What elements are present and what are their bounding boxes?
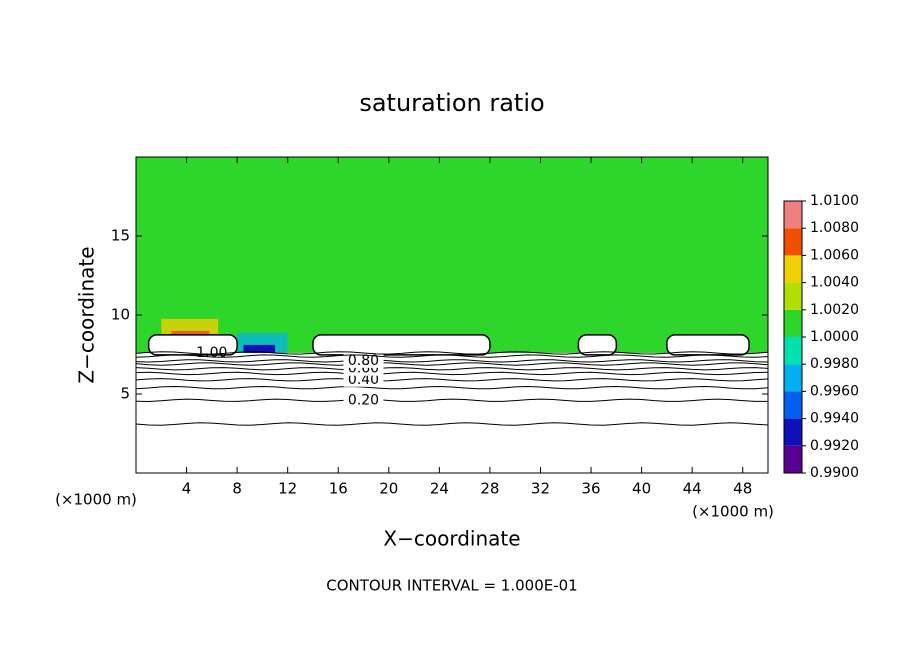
x-tick-label: 36 — [581, 480, 600, 498]
x-unit-label: (×1000 m) — [55, 491, 137, 509]
contour-label: 1.00 — [196, 345, 227, 361]
colorbar-tick-label: 0.9920 — [810, 438, 859, 454]
y-axis-label: Z−coordinate — [75, 246, 99, 383]
colorbar-tick-label: 0.9900 — [810, 465, 859, 481]
contour-label: 0.20 — [348, 392, 379, 408]
contour-line — [135, 359, 769, 363]
contour-line — [135, 362, 769, 366]
colorbar-tick-label: 1.0000 — [810, 329, 859, 345]
colorbar-tick-label: 1.0040 — [810, 275, 859, 291]
contour-label-bg — [343, 372, 384, 387]
contour-label: 0.40 — [348, 372, 379, 388]
colorbar-tick-label: 1.0080 — [810, 220, 859, 236]
chart-title: saturation ratio — [359, 89, 544, 117]
x-tick-label: 48 — [733, 480, 752, 498]
field-moist — [136, 157, 768, 353]
colorbar-swatch — [784, 255, 802, 283]
contour-line — [135, 398, 768, 403]
colorbar-swatch — [784, 337, 802, 365]
x-tick-label: 4 — [182, 480, 192, 498]
cloud — [147, 334, 238, 356]
y-tick-label: 5 — [120, 385, 130, 403]
x-tick-label: 8 — [232, 480, 242, 498]
cloud — [577, 334, 618, 356]
x-tick-label: 32 — [531, 480, 550, 498]
contour-label-bg — [343, 353, 384, 368]
colorbar-swatch — [784, 228, 802, 256]
colorbar-tick-label: 0.9940 — [810, 411, 859, 427]
colorbar-tick-label: 1.0020 — [810, 302, 859, 318]
contour-line — [135, 385, 769, 390]
cloud — [312, 334, 491, 356]
colorbar-swatch — [784, 309, 802, 337]
contour-line — [135, 422, 769, 426]
colorbar-tick-label: 1.0060 — [810, 247, 859, 263]
colorbar-tick-label: 0.9980 — [810, 356, 859, 372]
contour-line — [135, 378, 769, 382]
contour-line — [135, 367, 769, 371]
x-tick-label: 16 — [329, 480, 348, 498]
x-axis-label: X−coordinate — [383, 527, 520, 551]
colorbar-tick-label: 0.9960 — [810, 383, 859, 399]
colorbar-swatch — [784, 418, 802, 446]
contour-note: CONTOUR INTERVAL = 1.000E-01 — [326, 577, 577, 595]
contour-label: 0.80 — [348, 353, 379, 369]
contour-line — [135, 371, 769, 376]
x-tick-label: 28 — [480, 480, 499, 498]
colorbar-swatch — [784, 445, 802, 473]
x-tick-label: 24 — [430, 480, 449, 498]
contour-line — [135, 354, 769, 358]
colorbar-swatch — [784, 391, 802, 419]
colorbar-swatch — [784, 201, 802, 229]
x-tick-label: 12 — [278, 480, 297, 498]
dry-band — [243, 344, 276, 353]
x-unit-label: (×1000 m) — [692, 503, 774, 521]
colorbar-swatch — [784, 282, 802, 310]
y-tick-label: 15 — [111, 227, 130, 245]
x-tick-label: 40 — [632, 480, 651, 498]
contour-label-bg — [343, 393, 384, 408]
colorbar-tick-label: 1.0100 — [810, 193, 859, 209]
colorbar-swatch — [784, 364, 802, 392]
contour-line — [135, 351, 769, 355]
x-tick-label: 20 — [379, 480, 398, 498]
x-tick-label: 44 — [683, 480, 702, 498]
y-tick-label: 10 — [111, 306, 130, 324]
